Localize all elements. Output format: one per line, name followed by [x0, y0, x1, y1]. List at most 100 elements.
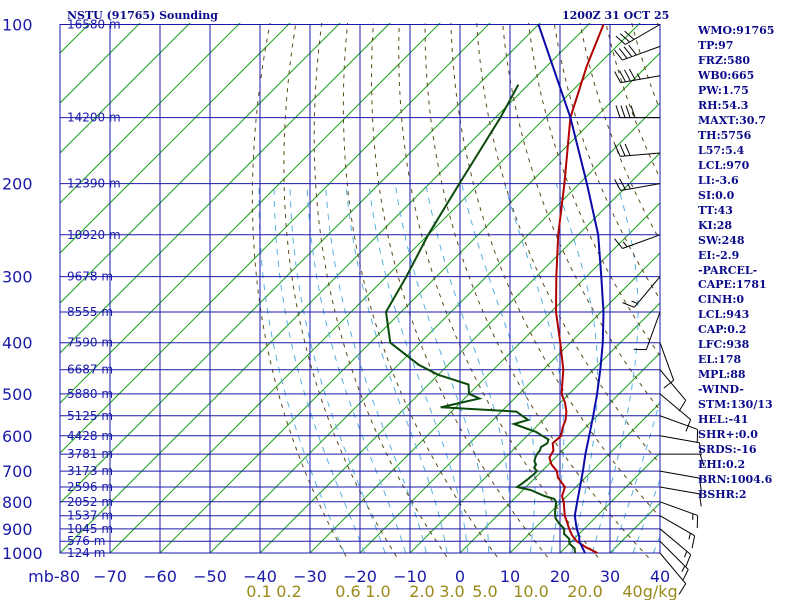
temperature-tick-label: 40	[650, 567, 670, 586]
temperature-tick-label: −70	[93, 567, 127, 586]
moist-adiabat-line	[504, 183, 565, 558]
temperature-tick-label: 20	[550, 567, 570, 586]
temperature-tick-label: −30	[293, 567, 327, 586]
wind-barb	[614, 234, 661, 249]
mixing-ratio-label: 0.1	[246, 582, 271, 600]
index-item: LCL:943	[698, 308, 750, 322]
index-item: CAPE:1781	[698, 278, 767, 292]
temperature-tick-label: mb-80	[28, 567, 80, 586]
height-label: 8555 m	[67, 305, 113, 319]
index-item: MPL:88	[698, 368, 746, 382]
isotherm-line	[459, 352, 660, 554]
index-item: LCL:970	[698, 158, 750, 172]
wind-barb-staff	[659, 528, 691, 555]
moist-adiabat-line	[610, 398, 660, 558]
dewpoint-line	[384, 84, 576, 554]
isotherm-line	[60, 23, 141, 104]
wind-barb	[614, 143, 661, 157]
height-label: 4428 m	[67, 429, 113, 443]
dry-adiabat-line	[342, 23, 499, 558]
moist-adiabat-line	[325, 183, 428, 558]
mixing-ratio-label: 1.0	[365, 582, 390, 600]
station-title: NSTU (91765) Sounding	[67, 9, 218, 22]
pressure-tick-label: 1000	[2, 544, 43, 563]
wind-barb	[659, 415, 699, 443]
index-item: MAXT:30.7	[698, 113, 766, 127]
wind-barb-half-flag	[631, 300, 638, 304]
wind-barb-half-flag	[636, 73, 641, 80]
wind-barb-flag	[663, 379, 674, 389]
index-item: CINH:0	[698, 293, 745, 307]
wind-barb-flag	[678, 583, 687, 595]
isotherm-line	[60, 23, 241, 204]
mixing-ratio-label: 20.0	[567, 582, 603, 600]
mixing-ratio-label: 0.2	[276, 582, 301, 600]
wind-barb-staff	[659, 342, 675, 381]
pressure-tick-label: 600	[2, 427, 33, 446]
wind-barb-flag	[614, 49, 623, 61]
pressure-tick-label: 800	[2, 493, 33, 512]
height-label: 12390 m	[67, 177, 121, 191]
mixing-ratio-label: 3.0	[439, 582, 464, 600]
moist-adiabat-line	[345, 183, 449, 558]
wind-barb-flag	[623, 46, 633, 57]
wind-barb-staff	[620, 75, 661, 84]
temperature-tick-label: −50	[193, 567, 227, 586]
height-label: 5125 m	[67, 409, 113, 423]
dry-adiabat-line	[424, 23, 650, 558]
wind-barb-flag	[685, 419, 692, 432]
wind-barb-staff	[659, 515, 695, 537]
index-item: BSHR:2	[698, 488, 747, 502]
wind-barb-staff	[620, 183, 661, 192]
height-label: 5880 m	[67, 387, 113, 401]
isotherm-line	[60, 23, 291, 254]
index-item: HEL:-41	[698, 413, 749, 427]
wind-barb-flag	[614, 71, 622, 83]
wind-barb-flag	[623, 69, 631, 82]
wind-barb-flag	[691, 535, 696, 549]
wind-barb	[633, 311, 661, 351]
height-label: 7590 m	[67, 336, 113, 350]
temperature-tick-label: 10	[500, 567, 520, 586]
height-label: 1537 m	[67, 509, 113, 523]
pressure-tick-label: 100	[2, 16, 33, 35]
isotherm-line	[60, 23, 191, 154]
index-item: SHR+:0.0	[698, 428, 758, 442]
temperature-tick-label: 0	[455, 567, 465, 586]
wind-barb-flag	[619, 33, 631, 43]
wind-barb-half-flag	[622, 241, 628, 248]
index-item: PW:1.75	[698, 83, 749, 97]
dry-adiabat-line	[777, 0, 800, 564]
wind-barb-flag	[628, 44, 637, 56]
wind-barb-staff	[659, 393, 691, 421]
wind-barb-flag	[619, 178, 626, 190]
index-item: WB0:665	[698, 68, 755, 82]
moist-adiabat-line	[425, 183, 511, 558]
wind-barb	[659, 393, 692, 432]
index-item: WMO:91765	[698, 24, 775, 37]
wind-barb-flag	[624, 30, 635, 40]
grid-lines	[59, 24, 661, 554]
height-label: 3173 m	[67, 464, 113, 478]
isotherm-line	[559, 452, 660, 554]
wind-barb-flag	[698, 442, 702, 456]
wind-barb-flag	[614, 179, 622, 191]
plot-frame	[59, 24, 661, 554]
index-item: FRZ:580	[698, 53, 751, 67]
wind-barb-staff	[659, 369, 687, 401]
wind-barb-staff	[659, 486, 700, 495]
height-label: 2596 m	[67, 480, 113, 494]
wind-barb	[614, 178, 661, 192]
temperature-line	[548, 24, 605, 554]
mixing-ratio-label: 10.0	[513, 582, 549, 600]
wind-barb	[659, 552, 687, 595]
isotherm-line	[509, 402, 660, 554]
temperature-tick-label: −20	[343, 567, 377, 586]
wind-barb	[614, 68, 661, 84]
pressure-tick-label: 300	[2, 268, 33, 287]
temperature-tick-label: −60	[143, 567, 177, 586]
wind-barb	[615, 105, 660, 119]
index-item: SW:248	[698, 233, 745, 247]
